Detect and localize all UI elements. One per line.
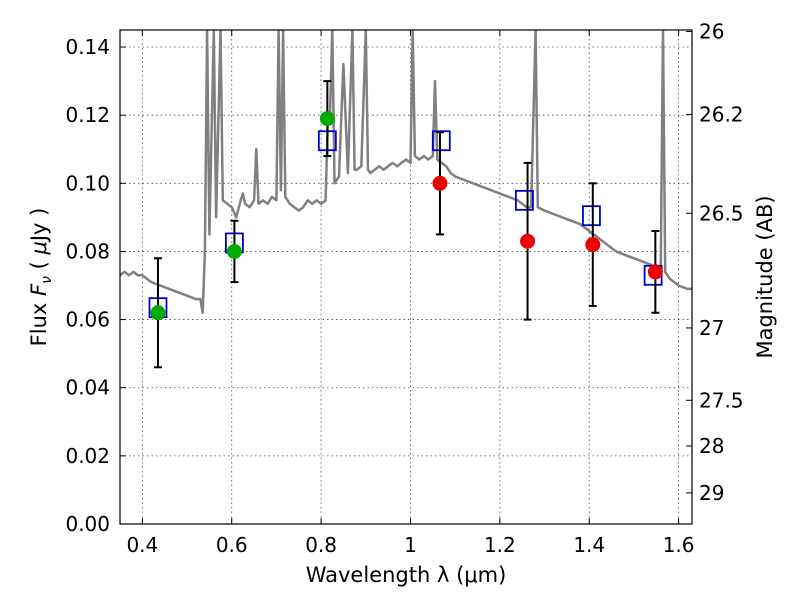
observed-flux-point (150, 305, 166, 321)
y-tick-label: 0.04 (65, 376, 110, 400)
y-tick-label: 0.08 (65, 239, 110, 263)
y-tick-label: 0.12 (65, 103, 110, 127)
x-tick-label: 1.6 (663, 533, 695, 557)
x-tick-label: 1.2 (484, 533, 516, 557)
x-axis-label: Wavelength λ (μm) (306, 563, 507, 587)
data-points-layer (148, 80, 663, 369)
y2-axis-label: Magnitude (AB) (753, 195, 777, 358)
plot-frame (119, 29, 693, 525)
x-tick-label: 1.4 (573, 533, 605, 557)
observed-flux-point (647, 264, 663, 280)
y-tick-label: 0.06 (65, 308, 110, 332)
x-tick-label: 1 (404, 533, 417, 557)
x-tick-label: 0.4 (126, 533, 158, 557)
observed-flux-point (432, 175, 448, 191)
x-tick-label: 0.8 (305, 533, 337, 557)
y2-tick-label: 29 (699, 481, 724, 505)
y2-tick-label: 26 (699, 20, 724, 44)
axis-ticks: 0.4 0.6 0.8 1 1.2 1.4 1.6 0.00 0.02 0.04 0.06 0.08 0… (65, 20, 743, 557)
y-tick-label: 0.10 (65, 171, 110, 195)
model-spectrum-layer (120, 30, 692, 315)
y2-tick-label: 27.5 (699, 388, 744, 412)
y2-tick-label: 27 (699, 316, 724, 340)
model-spectrum-line (120, 30, 692, 315)
y2-tick-label: 26.5 (699, 201, 744, 225)
observed-flux-point (319, 111, 335, 127)
y2-tick-label: 26.2 (699, 102, 744, 126)
model-flux-square (582, 205, 601, 227)
model-flux-square (515, 189, 534, 211)
y-tick-label: 0.02 (65, 444, 110, 468)
observed-flux-point (520, 233, 536, 249)
observed-flux-point (585, 237, 601, 253)
y-axis-label: Flux Fν ( μJy ) (27, 208, 55, 347)
x-tick-label: 0.6 (216, 533, 248, 557)
y-tick-label: 0.14 (65, 35, 110, 59)
y-tick-label: 0.00 (65, 512, 110, 536)
observed-flux-point (226, 243, 242, 259)
y2-tick-label: 28 (699, 434, 724, 458)
